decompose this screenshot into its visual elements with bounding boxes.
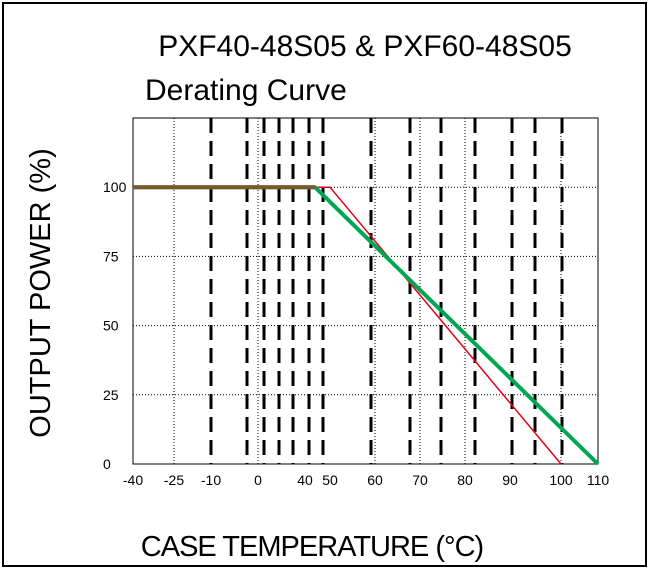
y-axis-label: OUTPUT POWER (%) <box>25 148 57 437</box>
series-layer <box>133 185 600 466</box>
x-axis-label: CASE TEMPERATURE (°C) <box>141 531 483 563</box>
x-tick-label: 40 <box>297 472 313 488</box>
y-tick-label: 100 <box>103 179 127 195</box>
plot-area <box>132 117 600 466</box>
y-tick-label: 0 <box>103 456 111 472</box>
x-tick-label: -40 <box>123 472 143 488</box>
x-tick-label: 90 <box>502 472 518 488</box>
y-tick-label: 75 <box>103 248 119 264</box>
x-tick-label: 50 <box>322 472 338 488</box>
x-tick-labels: -40 -25 -10 0 40 50 60 70 80 90 100 110 <box>123 472 609 488</box>
x-tick-label: 110 <box>587 472 610 488</box>
x-tick-label: 60 <box>367 472 383 488</box>
y-tick-label: 25 <box>103 387 119 403</box>
grid-layer <box>133 118 598 464</box>
y-tick-labels: 0 25 50 75 100 <box>103 179 127 472</box>
x-tick-label: 80 <box>457 472 473 488</box>
x-tick-label: 0 <box>254 472 262 488</box>
chart-title-line-1: PXF40-48S05 & PXF60-48S05 <box>158 30 572 63</box>
chart-frame <box>2 2 647 567</box>
plot-border <box>132 117 599 465</box>
y-tick-label: 50 <box>103 318 119 334</box>
chart-title-line-2: Derating Curve <box>145 74 347 107</box>
x-tick-label: 100 <box>549 472 573 488</box>
x-tick-label: 70 <box>412 472 428 488</box>
x-tick-label: -25 <box>164 472 184 488</box>
x-tick-label: -10 <box>201 472 221 488</box>
